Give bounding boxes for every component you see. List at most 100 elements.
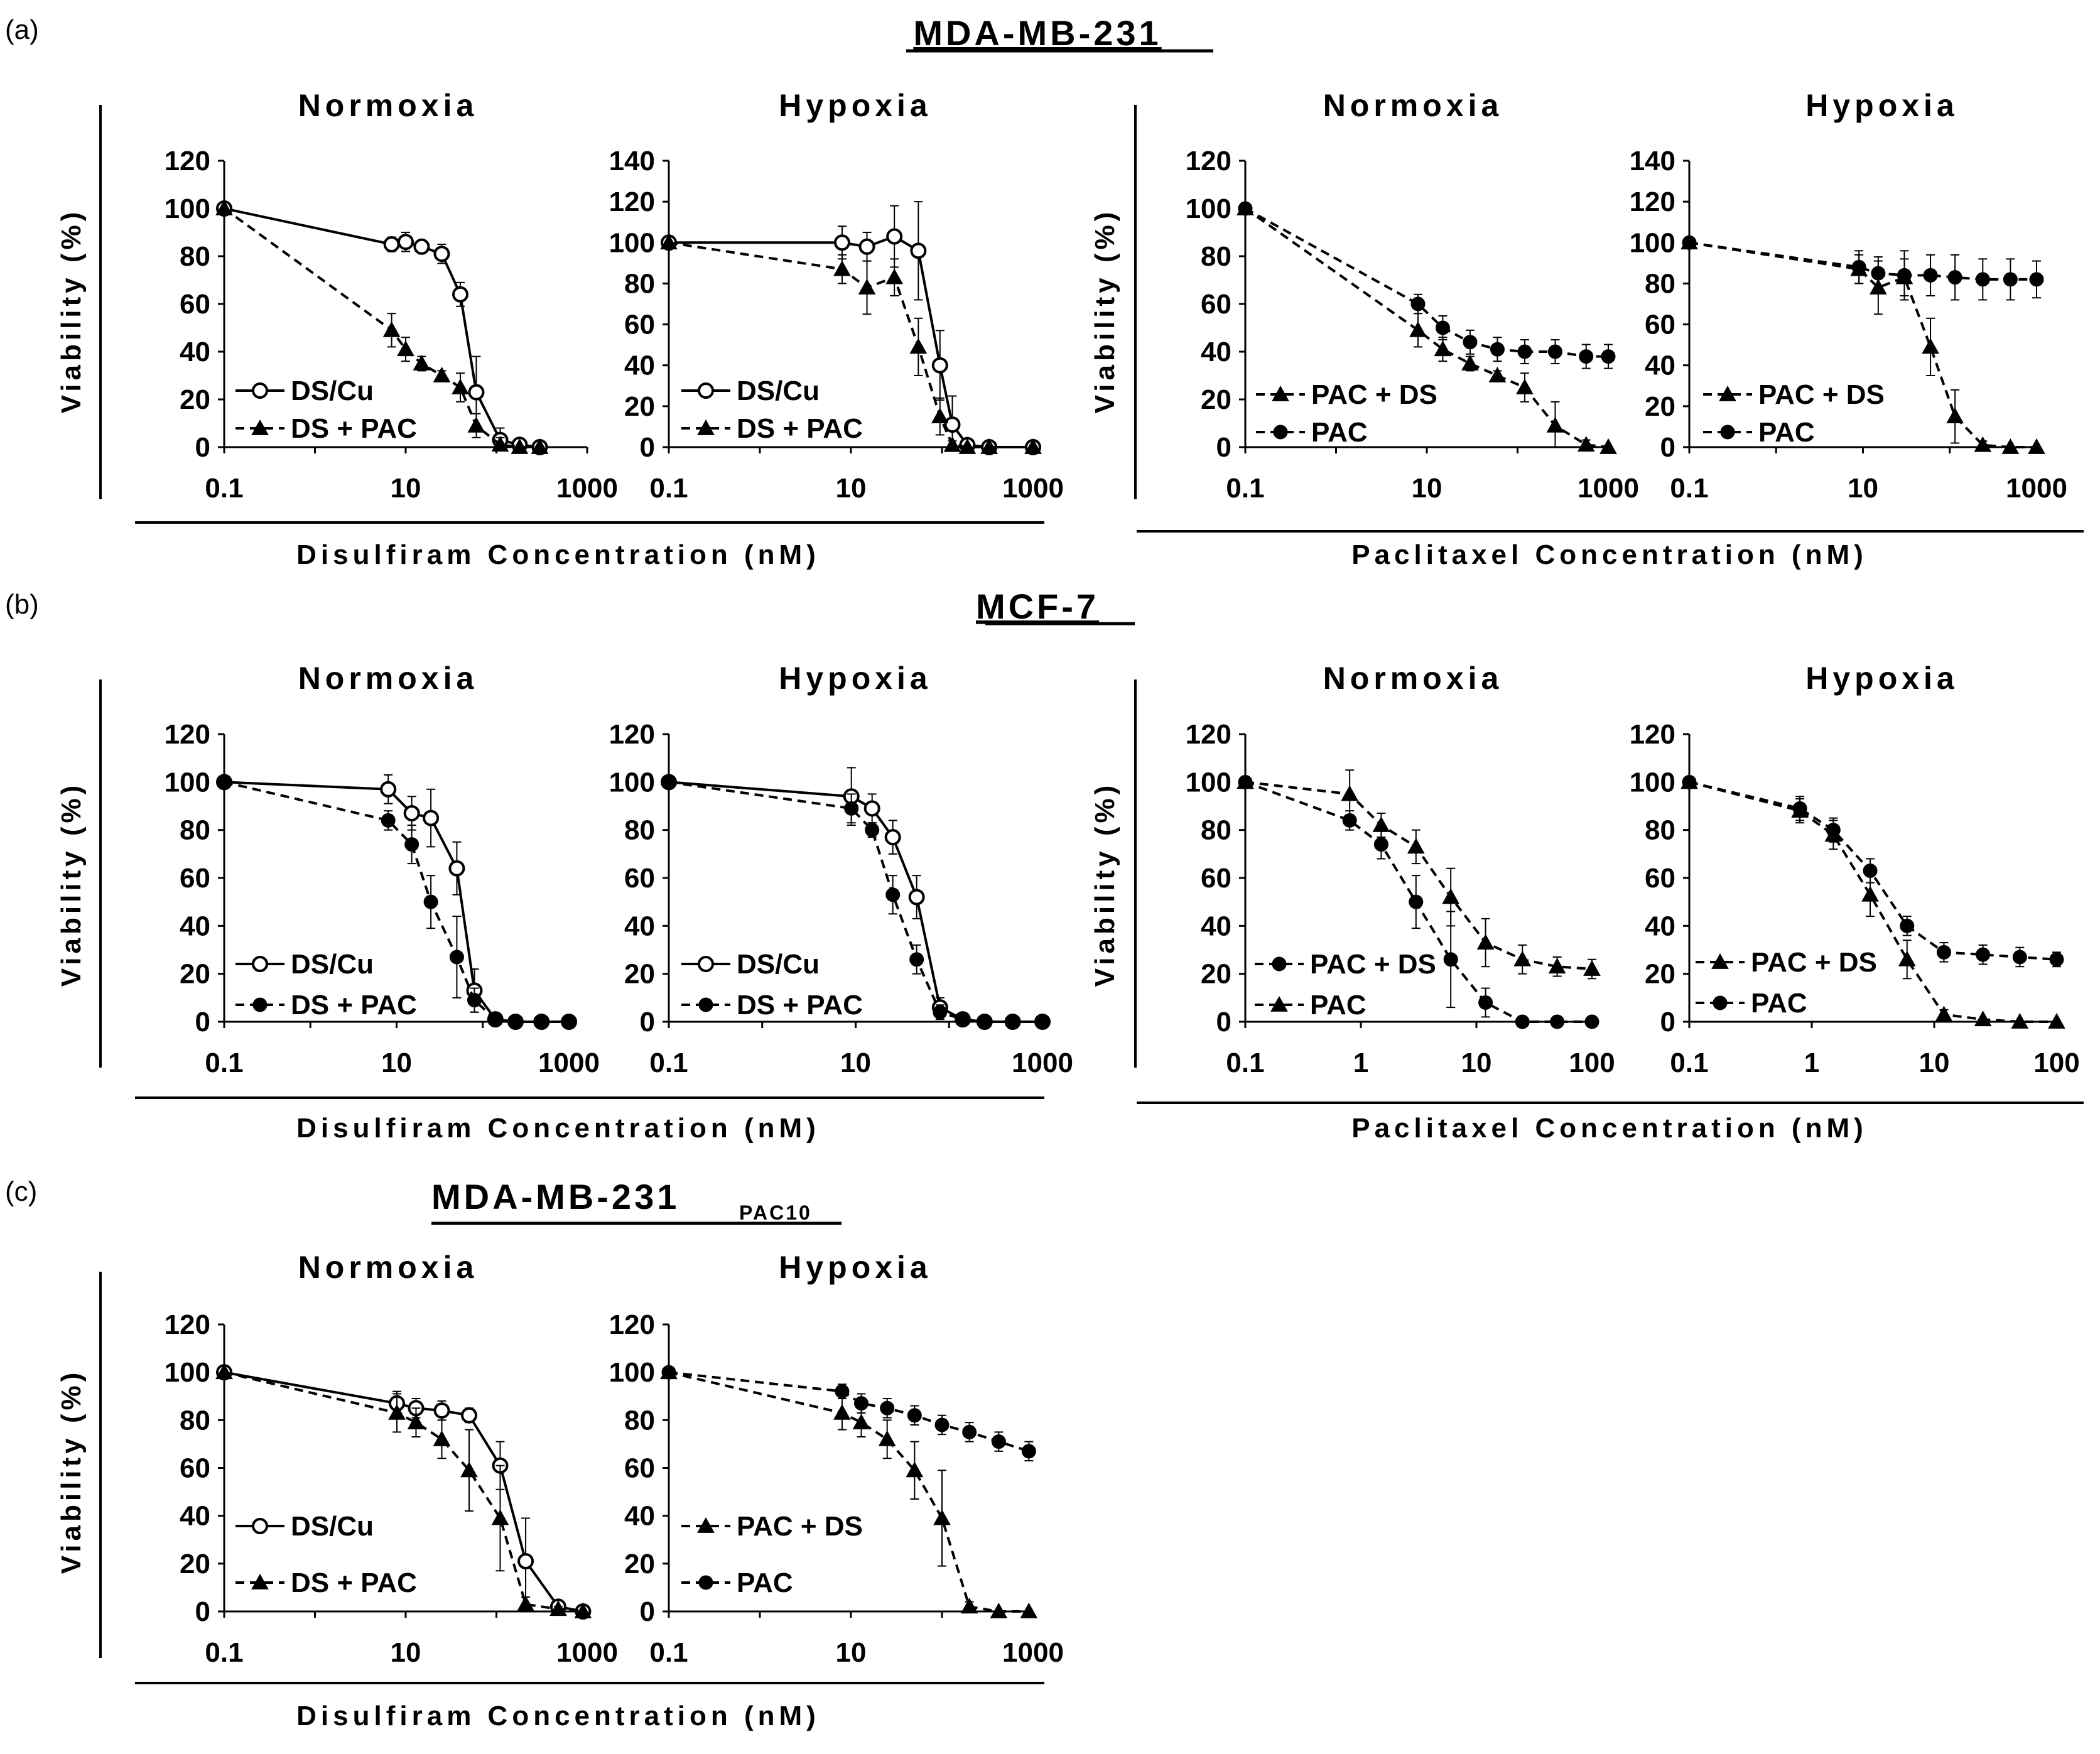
data-point [517, 1553, 534, 1570]
data-point [488, 1012, 503, 1027]
panel-label-b: (b) [5, 589, 39, 620]
data-point [1974, 436, 1992, 452]
legend-label: DS/Cu [291, 949, 374, 980]
data-point [2028, 438, 2045, 454]
x-tick-label: 0.1 [205, 473, 243, 504]
condition-header-b4: Hypoxia [1805, 661, 1959, 696]
row-title-a: MDA-MB-231 [913, 13, 1161, 53]
legend-label: PAC [1751, 988, 1807, 1019]
legend-marker [252, 1518, 268, 1534]
data-point [423, 809, 440, 826]
x-tick-label: 100 [2033, 1048, 2079, 1078]
y-tick-label: 140 [609, 146, 655, 176]
data-point [1975, 272, 1990, 287]
legend-marker [1270, 995, 1288, 1012]
data-point [865, 823, 880, 838]
data-point [517, 1595, 534, 1611]
y-tick-label: 20 [180, 384, 210, 415]
data-point [2049, 952, 2064, 967]
y-tick-label: 140 [1630, 146, 1675, 176]
data-point [1826, 823, 1841, 838]
data-point [854, 1396, 869, 1411]
y-tick-label: 100 [609, 1357, 655, 1388]
x-tick-label: 0.1 [649, 1048, 688, 1078]
legend-label: PAC [1310, 990, 1367, 1020]
data-point [1898, 950, 1916, 966]
data-point [467, 993, 482, 1008]
legend-entry: DS + PAC [235, 413, 417, 444]
data-point [833, 260, 851, 276]
x-tick-label: 10 [391, 1637, 421, 1668]
y-tick-label: 100 [1630, 227, 1675, 258]
data-point [960, 1598, 978, 1614]
legend-marker [1720, 425, 1735, 440]
data-point [2011, 1012, 2029, 1029]
chart-panel-b1: 0 20 40 60 80 100 120 0.1 10 1000 DS/Cu DS + PAC [165, 719, 600, 1078]
x-tick-label: 0.1 [205, 1637, 243, 1668]
y-tick-label: 0 [1216, 1007, 1231, 1037]
y-tick-label: 0 [1216, 432, 1231, 463]
y-tick-label: 0 [1660, 1007, 1675, 1037]
y-tick-label: 100 [1630, 767, 1675, 798]
y-tick-label: 120 [609, 187, 655, 217]
legend-label: DS + PAC [291, 413, 417, 444]
data-point [531, 438, 549, 454]
data-point [508, 1014, 523, 1029]
panel-label-c: (c) [5, 1176, 37, 1207]
series-line [223, 207, 540, 448]
series-pac [1237, 769, 1601, 980]
data-point [1443, 952, 1458, 967]
legend-label: PAC + DS [1311, 379, 1437, 410]
data-point [1682, 774, 1697, 789]
y-tick-label: 80 [624, 815, 655, 846]
data-point [931, 408, 949, 424]
y-tick-label: 20 [1645, 391, 1675, 422]
data-point [885, 268, 904, 284]
y-tick-label: 40 [624, 1501, 655, 1532]
legend-entry: DS + PAC [681, 413, 863, 444]
row-title-b: MCF-7 [976, 587, 1099, 626]
y-tick-label: 40 [1201, 337, 1231, 367]
y-tick-label: 120 [1186, 719, 1231, 750]
data-point [452, 378, 469, 394]
legend-entry: DS/Cu [235, 949, 374, 980]
y-axis-title-b-ds: Viability (%) [56, 782, 87, 987]
x-tick-label: 10 [836, 1637, 867, 1668]
x-axis-title-b-ds: Disulfiram Concentration (nM) [296, 1113, 820, 1144]
data-point [1936, 945, 1951, 960]
legend-marker [698, 997, 713, 1012]
series-line [224, 781, 569, 1023]
data-point [1516, 378, 1534, 394]
data-point [1238, 201, 1253, 216]
data-point [1550, 1014, 1565, 1029]
legend-marker [251, 1573, 269, 1589]
data-point [878, 1430, 896, 1446]
group-frame-b-pac [1134, 679, 2084, 1104]
data-point [215, 1363, 233, 1380]
data-point [388, 1404, 406, 1420]
data-point [1490, 342, 1505, 357]
data-point [2048, 1012, 2065, 1029]
data-point [398, 234, 414, 251]
y-tick-label: 100 [609, 227, 655, 258]
data-point [433, 1402, 450, 1419]
y-tick-label: 100 [165, 1357, 210, 1388]
x-tick-label: 10 [1461, 1048, 1492, 1078]
data-point [1024, 438, 1042, 454]
data-point [1922, 338, 1939, 354]
data-point [1478, 995, 1493, 1010]
x-tick-label: 0.1 [1226, 473, 1264, 504]
legend-label: DS/Cu [291, 376, 374, 406]
y-tick-label: 100 [165, 193, 210, 224]
series-pac [1682, 235, 2044, 301]
data-point [1035, 1014, 1050, 1029]
legend-marker [1273, 425, 1288, 440]
y-tick-label: 0 [195, 1007, 210, 1037]
y-tick-label: 80 [1201, 241, 1231, 272]
legend-marker [1272, 956, 1287, 972]
y-tick-label: 0 [195, 432, 210, 463]
data-point [448, 860, 465, 877]
y-axis-title-a-ds: Viability (%) [56, 208, 87, 414]
data-point [844, 801, 859, 816]
data-point [1488, 366, 1507, 382]
